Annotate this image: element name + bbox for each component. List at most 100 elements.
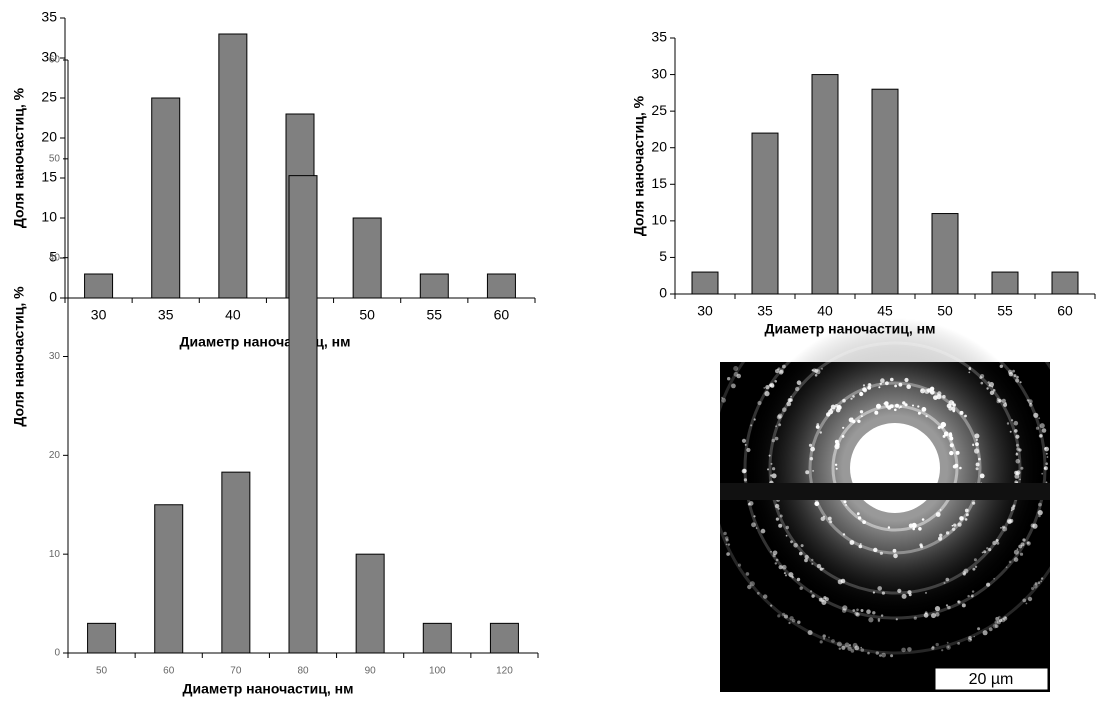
spot bbox=[907, 590, 912, 595]
spot bbox=[945, 604, 949, 607]
spot bbox=[902, 401, 906, 405]
spot bbox=[890, 377, 894, 382]
y-axis-title: Доля наночастиц, % bbox=[11, 286, 27, 427]
y-tick-label: 0 bbox=[49, 289, 57, 305]
spot bbox=[1012, 504, 1016, 508]
spot bbox=[785, 534, 788, 537]
spot bbox=[797, 620, 801, 624]
spot bbox=[1044, 447, 1047, 450]
spot bbox=[952, 409, 956, 413]
spot bbox=[959, 410, 964, 415]
spot bbox=[727, 543, 731, 546]
spot bbox=[989, 390, 995, 395]
spot bbox=[945, 577, 950, 582]
chart: 0 5 10 15 20 25 30 35 30 35 40 45 50 55 60 Диаметр нано… bbox=[631, 29, 1096, 337]
spot bbox=[970, 638, 972, 641]
spot bbox=[893, 553, 898, 559]
spot bbox=[788, 621, 791, 625]
spot bbox=[1002, 616, 1008, 621]
spot bbox=[912, 404, 914, 407]
spot bbox=[923, 612, 929, 618]
spot bbox=[972, 501, 976, 505]
bar bbox=[419, 273, 449, 299]
spot bbox=[1034, 582, 1038, 585]
spot bbox=[991, 386, 994, 388]
spot bbox=[975, 438, 979, 441]
spot bbox=[1014, 429, 1018, 433]
spot bbox=[1037, 581, 1041, 584]
spot bbox=[877, 586, 882, 591]
beam-stop bbox=[720, 483, 1050, 500]
spot bbox=[931, 646, 935, 650]
spot bbox=[993, 577, 995, 580]
spot bbox=[1010, 509, 1013, 512]
y-tick-label: 10 bbox=[41, 209, 57, 225]
spot bbox=[986, 387, 989, 390]
spot bbox=[843, 500, 847, 504]
y-tick-label: 20 bbox=[41, 129, 57, 145]
spot bbox=[926, 388, 932, 393]
spot bbox=[975, 467, 979, 471]
spot bbox=[816, 563, 822, 569]
spot bbox=[765, 385, 770, 390]
y-tick-label: 30 bbox=[41, 49, 57, 65]
spot bbox=[834, 463, 838, 466]
spot bbox=[841, 435, 845, 438]
spot bbox=[807, 630, 813, 636]
spot bbox=[939, 509, 942, 511]
spot bbox=[775, 558, 779, 562]
spot bbox=[859, 391, 864, 397]
spot bbox=[725, 543, 728, 546]
spot bbox=[875, 651, 879, 655]
spot bbox=[953, 523, 957, 527]
spot bbox=[1012, 369, 1015, 373]
spot bbox=[879, 382, 882, 385]
spot bbox=[996, 541, 1000, 545]
spot bbox=[842, 398, 846, 403]
spot bbox=[921, 518, 925, 521]
spot bbox=[782, 364, 786, 369]
spot bbox=[1037, 509, 1043, 516]
spot bbox=[999, 364, 1003, 368]
spot bbox=[907, 647, 912, 652]
spot bbox=[777, 614, 781, 618]
spot bbox=[1026, 541, 1031, 546]
spot bbox=[793, 543, 798, 548]
spot bbox=[784, 574, 788, 577]
spot bbox=[988, 548, 992, 552]
spot bbox=[949, 436, 954, 441]
y-tick-label: 30 bbox=[49, 351, 61, 362]
ring bbox=[831, 404, 959, 532]
spot bbox=[842, 426, 845, 429]
spot bbox=[980, 381, 984, 385]
spot bbox=[850, 649, 855, 653]
spot bbox=[972, 567, 976, 571]
spot bbox=[992, 623, 998, 629]
y-axis-title: Доля наночастиц, % bbox=[11, 87, 27, 228]
spot bbox=[941, 425, 944, 429]
spot bbox=[768, 454, 771, 457]
spot bbox=[788, 572, 794, 578]
spot bbox=[964, 508, 969, 513]
spot bbox=[785, 525, 789, 530]
diffraction-image: 20 µm bbox=[708, 281, 1082, 692]
spot bbox=[796, 577, 801, 582]
spot bbox=[814, 501, 820, 507]
spot bbox=[908, 523, 914, 528]
spot bbox=[943, 431, 949, 437]
x-tick-label: 30 bbox=[91, 307, 107, 323]
spot bbox=[879, 654, 882, 657]
spot bbox=[737, 563, 742, 567]
spot bbox=[935, 642, 939, 647]
spot bbox=[844, 642, 850, 648]
spot bbox=[1040, 577, 1044, 580]
spot bbox=[770, 604, 773, 607]
spot bbox=[963, 572, 966, 576]
x-tick-label: 45 bbox=[877, 303, 893, 319]
spot bbox=[751, 522, 756, 528]
spot bbox=[778, 423, 782, 427]
spot bbox=[819, 640, 823, 644]
spot bbox=[852, 395, 855, 398]
spot bbox=[1022, 538, 1026, 542]
spot bbox=[986, 582, 991, 587]
